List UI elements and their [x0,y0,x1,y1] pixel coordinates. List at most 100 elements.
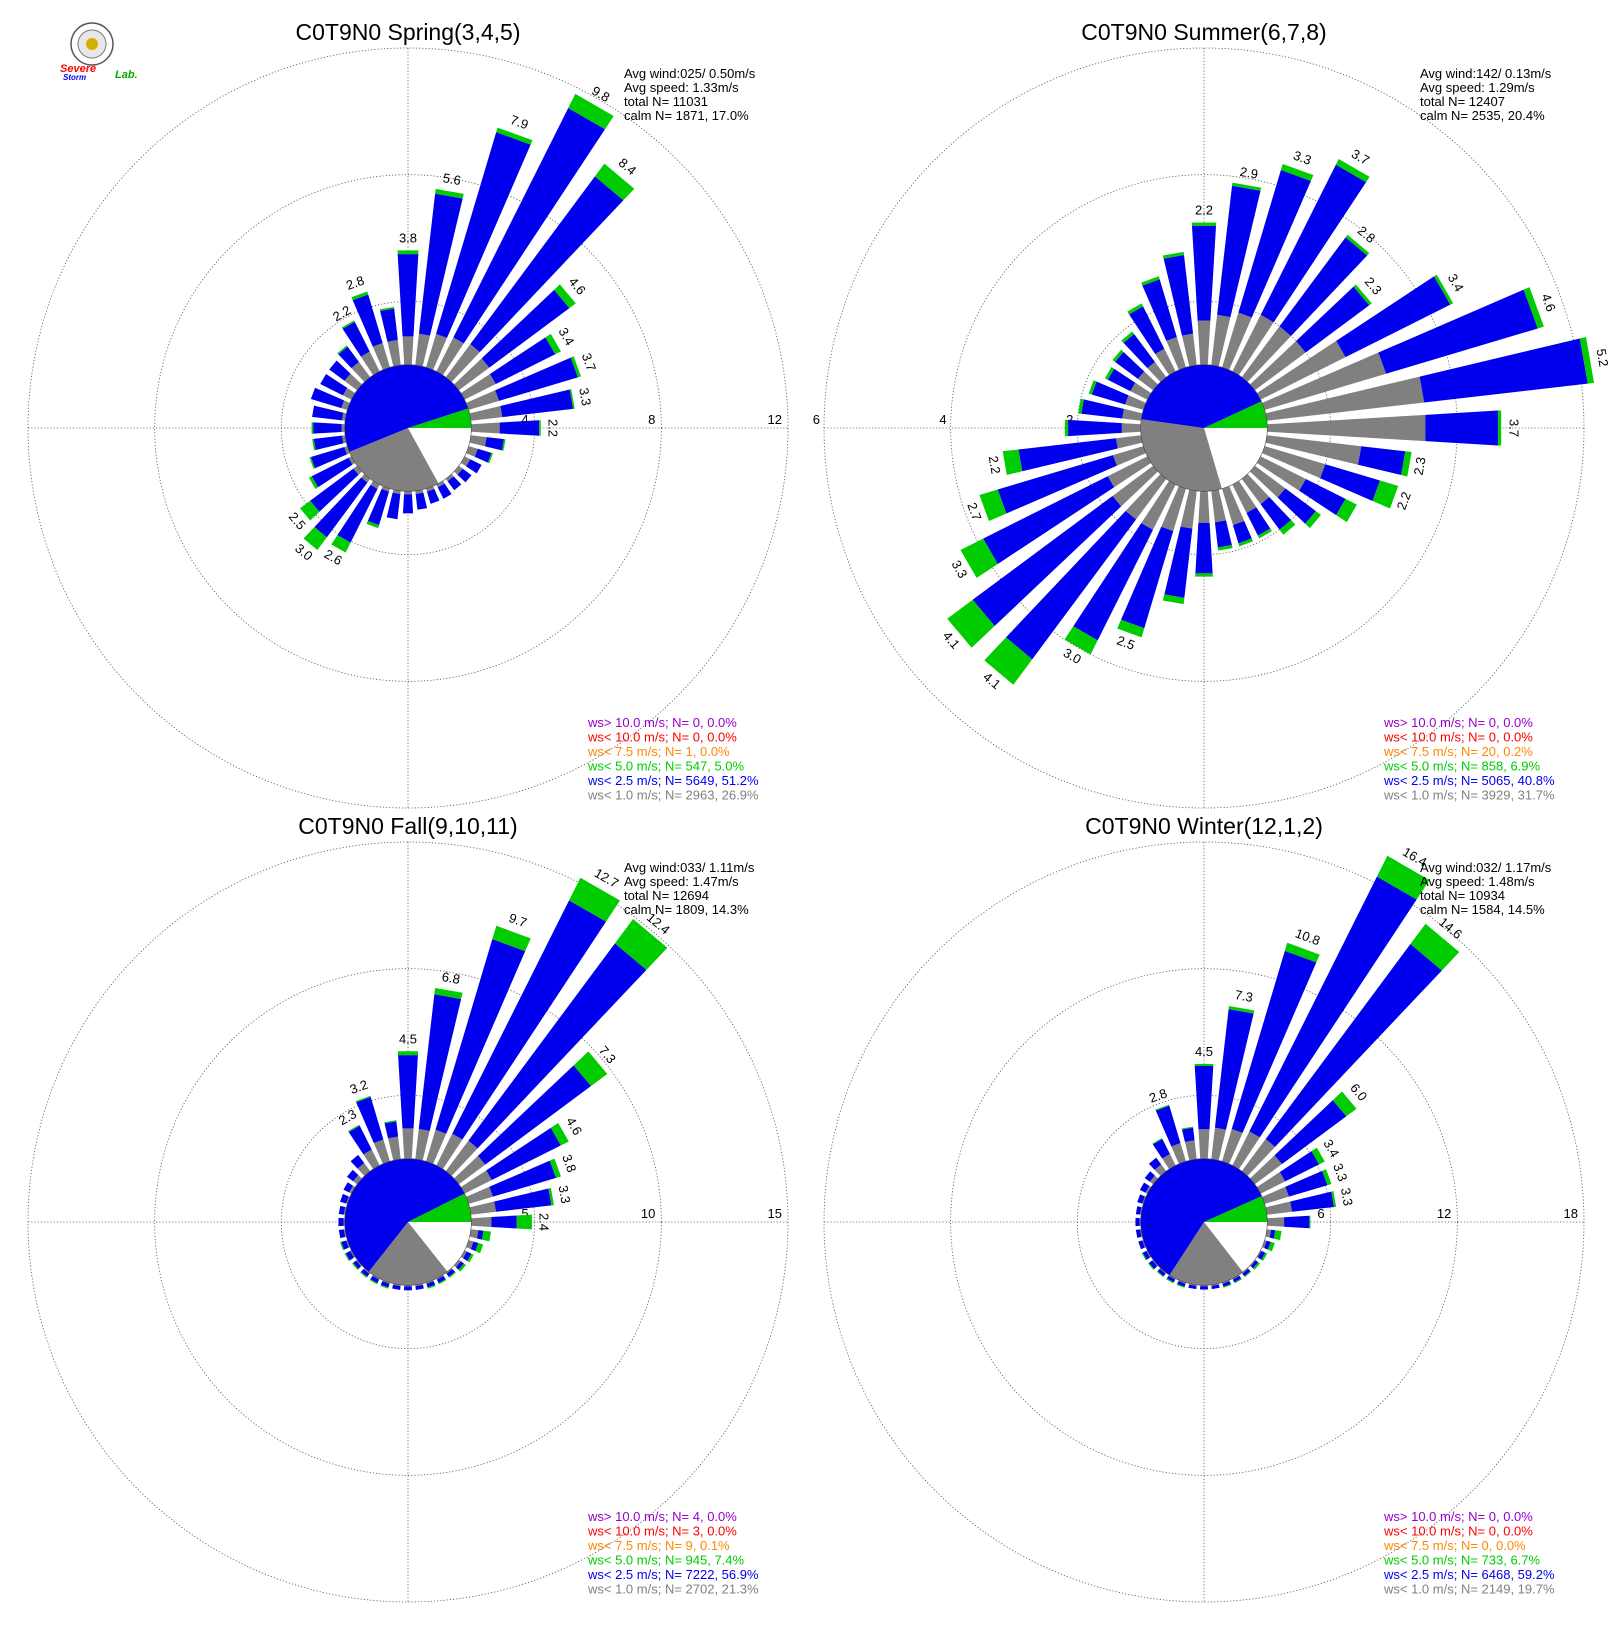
sector-bar-green-band [1376,855,1430,900]
sector-bar-blue-band [338,346,359,369]
sector-bar-calm-band [466,390,500,410]
sector-bar-green-band [570,356,581,378]
stat-line: Avg wind:033/ 1.11m/s [624,860,755,875]
sector-bar-calm-band [346,1196,350,1204]
sector-bar-green-band [352,1262,359,1270]
sector-value-label: 3.7 [1349,146,1372,168]
sector-bar-blue-band [1142,279,1177,341]
sector-bar-blue-band [1214,520,1232,548]
sector-bar-calm-band [1265,376,1425,421]
logo-text-storm: Storm [63,73,86,82]
sector-bar-blue-band [398,1055,418,1129]
sector-value-label: 2.3 [1411,456,1429,476]
sector-bar-blue-band [1232,1275,1242,1283]
sector-bar-calm-band [471,1217,492,1227]
sector-bar-calm-band [353,465,362,475]
sector-bar-green-band [1335,159,1370,183]
stat-line: calm N= 2535, 20.4% [1420,108,1545,123]
sector-bar-blue-band [997,455,1117,514]
grid-ring [154,968,662,1476]
legend-entry: ws< 5.0 m/s; N= 945, 7.4% [587,1553,745,1568]
legend-entry: ws< 7.5 m/s; N= 20, 0.2% [1383,744,1533,759]
sector-bar-calm-band [1152,1259,1158,1267]
sector-value-label: 3.3 [556,1184,574,1204]
grid-ring [950,968,1458,1476]
sector-bar-green-band [1279,520,1296,535]
sector-bar-blue-band [312,405,344,421]
sector-bar-calm-band [1241,1268,1249,1274]
sector-bar-green-band [1261,1252,1268,1261]
sector-bar-green-band [1176,1284,1185,1288]
sector-value-label: 3.8 [399,230,417,245]
sector-bar-calm-band [426,1280,434,1284]
sector-bar-calm-band [1232,1131,1260,1170]
sector-bar-blue-band [1274,1100,1347,1165]
ring-tick-label: 4 [939,412,946,427]
sector-bar-green-band [303,526,327,551]
legend-entry: ws< 1.0 m/s; N= 2963, 26.9% [587,788,759,803]
sector-bar-calm-band [1121,423,1141,433]
legend-entry: ws< 10.0 m/s; N= 0, 0.0% [1383,730,1533,745]
sector-bar-green-band [1401,451,1412,477]
sector-bar-calm-band [1265,435,1362,465]
sector-bar-green-band [1322,1169,1332,1186]
sector-bar-calm-band [404,491,412,495]
sector-bar-calm-band [361,474,371,483]
center-pie-outline [1140,1158,1268,1286]
sector-bar-calm-band [1168,1274,1176,1280]
center-pie-lt1 [1140,419,1222,492]
sector-bar-green-band [438,1279,447,1285]
sector-bar-blue-band [1336,276,1451,358]
sector-bar-blue-band [453,108,605,344]
sector-bar-calm-band [460,1250,467,1259]
sector-bar-calm-band [469,435,487,447]
sector-bar-green-band [492,925,531,952]
sector-bar-green-band [360,1271,368,1278]
sector-bar-blue-band [345,1250,355,1261]
sector-bar-green-band [1181,1126,1194,1130]
sector-bar-blue-band [1284,1215,1310,1229]
sector-bar-green-band [1523,287,1544,329]
stat-line: Avg wind:025/ 0.50m/s [624,66,756,81]
sector-bar-calm-band [454,1155,486,1185]
sector-bar-blue-band [340,1193,349,1204]
sector-bar-green-band [366,521,380,529]
sector-bar-calm-band [360,351,380,376]
sector-bar-blue-band [418,994,462,1131]
center-pie-lt5 [408,1193,472,1222]
sector-bar-blue-band [1194,1066,1214,1130]
ring-tick-label: 6 [1317,1206,1324,1221]
sector-bar-green-band [1353,284,1372,306]
legend-entry: ws< 2.5 m/s; N= 5065, 40.8% [1383,773,1555,788]
sector-bar-blue-band [486,1127,561,1181]
sector-bar-calm-band [426,333,447,370]
sector-bar-green-band [344,1253,350,1262]
sector-bar-green-band [1336,498,1357,523]
sector-bar-blue-band [370,1275,380,1284]
sector-bar-green-band [1232,182,1262,191]
sector-bar-calm-band [1222,486,1245,526]
sector-bar-calm-band [469,1229,479,1239]
sector-bar-blue-band [1091,381,1129,405]
sector-bar-blue-band [1166,1275,1176,1283]
sector-bar-green-band [569,389,575,409]
sector-bar-calm-band [445,344,480,382]
sector-bar-blue-band [1152,1138,1170,1159]
severe-storm-lab-logo: Severe Storm Lab. [60,22,138,82]
sector-value-label: 2.8 [1147,1085,1169,1105]
sector-bar-green-band [340,1241,345,1251]
sector-bar-calm-band [1222,312,1252,370]
sector-bar-green-band [568,93,614,130]
sector-bar-blue-band [1018,438,1118,472]
sector-bar-calm-band [387,339,401,367]
sector-bar-calm-band [436,1133,463,1170]
sector-bar-blue-band [1211,1284,1220,1290]
sector-bar-blue-band [1232,521,1252,544]
sector-bar-blue-band [1231,950,1317,1133]
sector-bar-green-band [1112,349,1124,362]
sector-bar-calm-band [356,1259,362,1267]
sector-bar-green-band [481,1230,492,1242]
sector-bar-calm-band [1180,489,1197,529]
sector-bar-calm-band [1198,491,1210,523]
legend-entry: ws< 1.0 m/s; N= 2149, 19.7% [1383,1582,1555,1597]
